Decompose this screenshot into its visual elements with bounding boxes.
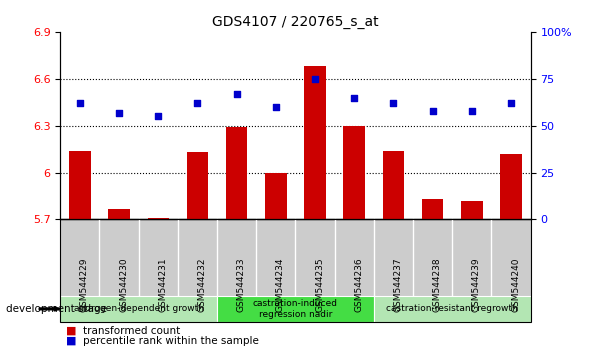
Point [467, 108, 476, 114]
Text: GSM544230: GSM544230 [119, 258, 128, 312]
Text: GSM544233: GSM544233 [236, 258, 245, 312]
Text: ■: ■ [66, 336, 77, 346]
Bar [422, 199, 443, 219]
Text: transformed count: transformed count [83, 326, 180, 336]
Text: GSM544235: GSM544235 [315, 258, 324, 312]
Point [428, 108, 437, 114]
Bar [383, 151, 404, 219]
Point [310, 76, 320, 82]
Bar [109, 209, 130, 219]
Bar [187, 152, 208, 219]
Text: percentile rank within the sample: percentile rank within the sample [83, 336, 259, 346]
Bar [69, 151, 90, 219]
Text: GSM544239: GSM544239 [472, 258, 481, 312]
Text: GSM544229: GSM544229 [80, 258, 89, 312]
Point [115, 110, 124, 115]
Point [193, 100, 203, 106]
Bar [500, 154, 522, 219]
Point [506, 100, 516, 106]
Bar [148, 218, 169, 219]
Point [232, 91, 241, 97]
Text: castration-induced
regression nadir: castration-induced regression nadir [253, 299, 338, 319]
Bar [226, 127, 247, 219]
Text: GSM544232: GSM544232 [198, 258, 206, 312]
Bar [344, 126, 365, 219]
Point [271, 104, 280, 110]
Text: GSM544234: GSM544234 [276, 258, 285, 312]
Text: GSM544240: GSM544240 [511, 258, 520, 312]
Point [388, 100, 398, 106]
Text: GSM544231: GSM544231 [158, 258, 167, 312]
Text: GSM544237: GSM544237 [393, 258, 402, 312]
Point [153, 114, 163, 119]
Point [349, 95, 359, 101]
Text: GSM544236: GSM544236 [355, 258, 363, 312]
Text: GSM544238: GSM544238 [433, 258, 441, 312]
Text: ■: ■ [66, 326, 77, 336]
Point [75, 100, 84, 106]
Bar [265, 173, 286, 219]
Bar [461, 201, 482, 219]
Bar [305, 66, 326, 219]
Text: development stage: development stage [6, 304, 107, 314]
Text: castration-resistant regrowth: castration-resistant regrowth [387, 304, 518, 313]
Title: GDS4107 / 220765_s_at: GDS4107 / 220765_s_at [212, 16, 379, 29]
Text: androgen-dependent growth: androgen-dependent growth [74, 304, 204, 313]
